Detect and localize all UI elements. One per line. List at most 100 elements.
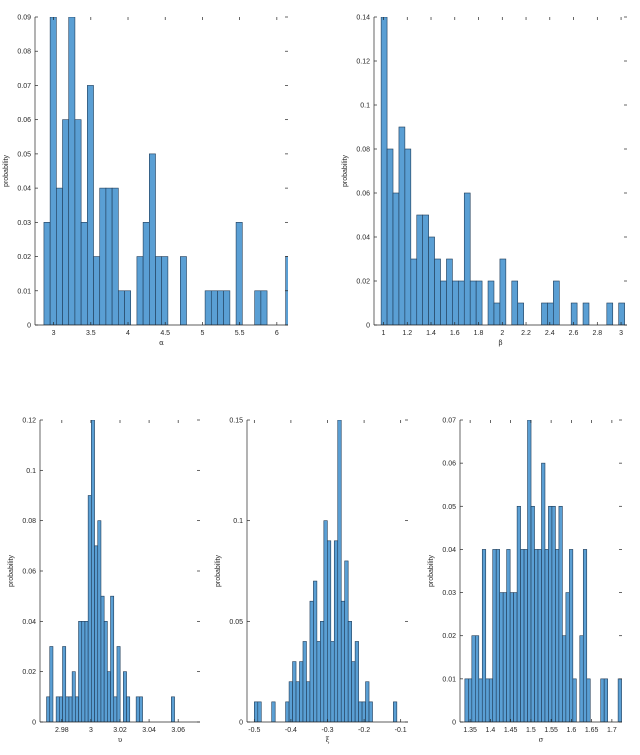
y-tick-label: 0.12 (356, 59, 370, 66)
bars (254, 420, 398, 722)
histogram-bar (464, 678, 469, 722)
y-tick-label: 0.03 (442, 590, 456, 597)
histogram-bar (254, 701, 259, 722)
histogram-bar (478, 678, 483, 722)
histogram-bar (97, 520, 102, 722)
histogram-bar (217, 290, 224, 325)
histogram-bar (103, 621, 108, 722)
histogram-bar (271, 701, 276, 722)
histogram-bar (487, 280, 495, 325)
histogram-bar (570, 302, 578, 325)
histogram-bar (572, 678, 577, 722)
histogram-bar (285, 701, 290, 722)
histogram-bar (223, 290, 231, 325)
y-tick-label: 0.02 (356, 279, 370, 286)
histogram-bar (65, 696, 70, 722)
y-tick-label: 0.06 (356, 191, 370, 198)
histogram-bar (105, 187, 113, 325)
x-tick-label: 2.98 (55, 727, 69, 734)
histogram-bar (582, 302, 590, 325)
histogram-bar (553, 280, 560, 325)
histogram-bar (380, 17, 388, 325)
histogram-bar (582, 549, 588, 722)
histogram-bar (155, 256, 162, 325)
histogram-bar (499, 592, 504, 722)
histogram-bar (469, 280, 477, 325)
y-tick-label: 0 (27, 323, 31, 330)
histogram-bar (298, 257, 304, 325)
x-tick-label: 2.4 (545, 330, 555, 337)
y-tick-label: 0.1 (26, 468, 36, 475)
histogram-bar (93, 256, 101, 325)
x-tick-label: 2.6 (569, 330, 579, 337)
x-axis-label: σ (539, 736, 544, 744)
histogram-bar (316, 641, 321, 722)
x-tick-label: 1.45 (504, 727, 518, 734)
histogram-bar (579, 635, 584, 722)
x-tick-label: 1.7 (607, 727, 617, 734)
histogram-bar (149, 153, 156, 325)
histogram-bar (295, 681, 300, 722)
x-tick-label: 3 (619, 330, 623, 337)
histogram-bar (475, 280, 483, 325)
histogram-alpha: 3 3.5 4 4.5 5 5.5 6 0 0.01 0.02 0.03 0.04 0.05 0.06 0.… (3, 15, 304, 347)
histogram-bar (288, 681, 293, 722)
histogram-sigma: 1.35 1.4 1.45 1.5 1.55 1.6 1.65 1.7 0 0.01 0.02 0.0… (428, 418, 622, 744)
histogram-bar (337, 420, 342, 722)
y-tick-label: 0.06 (22, 569, 36, 576)
histogram-bar (446, 258, 453, 325)
histogram-bar (492, 549, 497, 722)
histogram-bar (55, 696, 60, 722)
histogram-bar (142, 222, 150, 325)
histogram-bar (94, 545, 99, 722)
histogram-bar (471, 635, 476, 722)
axes: 3 3.5 4 4.5 5 5.5 6 0 0.01 0.02 0.03 0.04 0.05 0.06 0.… (3, 15, 288, 347)
histogram-bar (74, 119, 82, 325)
histogram-bar (49, 17, 57, 325)
y-tick-label: 0.12 (22, 418, 36, 425)
y-axis-label: probability (8, 555, 15, 587)
histogram-bar (306, 681, 311, 722)
histogram-bar (520, 549, 525, 722)
histogram-bar (309, 600, 314, 722)
bars (43, 17, 304, 325)
histogram-bar (59, 696, 63, 722)
x-tick-label: 2.8 (592, 330, 602, 337)
histogram-bar (410, 258, 418, 325)
histogram-xi: -0.5 -0.4 -0.3 -0.2 -0.1 0 0.05 0.1 0.15 ξ probabi… (215, 418, 408, 744)
x-tick-label: 1.4 (486, 727, 496, 734)
histogram-bar (116, 646, 121, 722)
histogram-bar (110, 595, 115, 722)
histogram-bar (344, 560, 349, 722)
x-tick-label: 2 (500, 330, 504, 337)
x-tick-label: -0.3 (321, 727, 333, 734)
x-tick-label: 1.6 (450, 330, 460, 337)
histogram-bar (292, 661, 297, 722)
histogram-bar (49, 646, 54, 722)
y-tick-label: 0.06 (442, 461, 456, 468)
y-tick-label: 0.02 (22, 669, 36, 676)
histogram-bar (68, 17, 76, 325)
axes: 1.35 1.4 1.45 1.5 1.55 1.6 1.65 1.7 0 0.01 0.02 0.0… (428, 418, 622, 744)
histogram-bar (118, 290, 125, 325)
histogram-bar (551, 505, 556, 722)
bars (464, 420, 622, 722)
histogram-bar (347, 621, 352, 722)
x-tick-label: 2.2 (521, 330, 531, 337)
y-tick-label: 0.1 (233, 518, 243, 525)
histogram-bar (80, 222, 88, 325)
x-tick-label: 1.65 (585, 727, 599, 734)
histogram-bar (254, 290, 262, 325)
histogram-bar (516, 505, 521, 722)
x-axis-label: β (498, 339, 502, 347)
histogram-bar (544, 549, 549, 722)
histogram-bar (43, 222, 51, 325)
histogram-bar (71, 671, 76, 722)
histogram-bar (499, 258, 507, 325)
histogram-bar (68, 696, 73, 722)
histogram-bar (569, 549, 574, 722)
x-tick-label: 3.02 (113, 727, 127, 734)
histogram-bar (606, 302, 614, 325)
histogram-upsilon: 2.98 3 3.02 3.04 3.06 0 0.02 0.04 0.06 0.08 0.1 0.1… (8, 418, 200, 744)
histogram-bar (468, 678, 473, 722)
